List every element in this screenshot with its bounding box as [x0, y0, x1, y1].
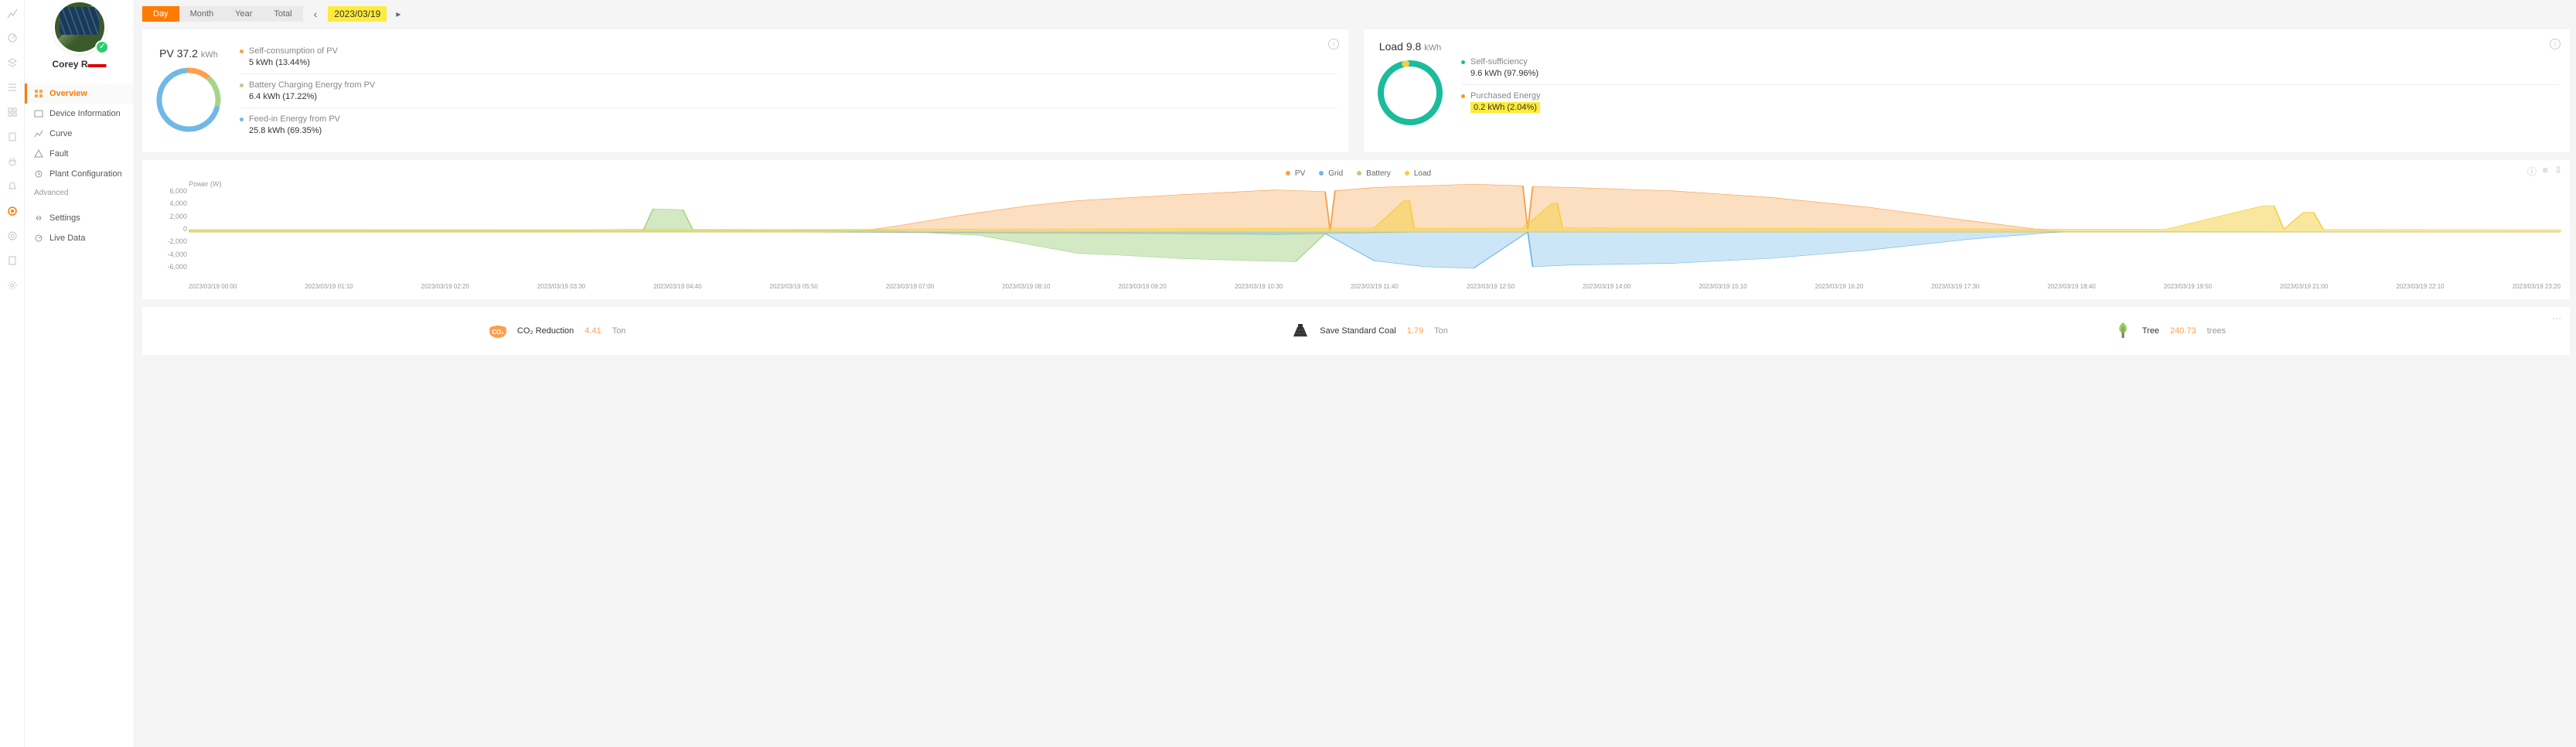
rail-grid-icon[interactable]	[7, 107, 18, 118]
chart-menu-icon[interactable]: ≡	[2543, 165, 2548, 178]
chart-export-icon[interactable]: ⇩	[2554, 165, 2562, 178]
info-icon[interactable]: i	[2550, 39, 2561, 49]
time-tab-year[interactable]: Year	[224, 6, 263, 22]
coal-icon	[1289, 319, 1312, 343]
rail-gauge-icon[interactable]	[7, 32, 18, 43]
main-content: DayMonthYearTotal ‹ 2023/03/19 ▸ i PV 37…	[135, 0, 2576, 747]
legend-item[interactable]: Battery	[1352, 169, 1391, 178]
pv-card: i PV 37.2 kWh Self-consumption of PV5 kW…	[142, 29, 1348, 152]
load-title: Load 9.8 kWh	[1375, 40, 1446, 53]
chart-legend: PV Grid Battery Load	[152, 169, 2561, 178]
env-card: ⋯ CO₂CO₂ Reduction4.41Ton Save Standard C…	[142, 307, 2570, 355]
date-display[interactable]: 2023/03/19	[328, 6, 387, 22]
rail-target-icon[interactable]	[7, 230, 18, 241]
rail-clip-icon[interactable]	[7, 131, 18, 142]
power-chart-card: ⓘ ≡ ⇩ PV Grid Battery Load Power (W) 6,0004…	[142, 160, 2570, 299]
sidebar: Corey R▬▬ OverviewDevice InformationCurv…	[25, 0, 135, 747]
nav-item-curve[interactable]: Curve	[25, 124, 134, 144]
pv-donut-chart	[153, 64, 224, 135]
icon-rail	[0, 0, 25, 747]
y-axis-label: Power (W)	[189, 180, 222, 188]
chart-area: Power (W) 6,0004,0002,0000-2,000-4,000-6…	[152, 182, 2561, 281]
rail-active-icon[interactable]	[7, 206, 18, 217]
rail-layers-icon[interactable]	[7, 57, 18, 68]
stat-row: Feed-in Energy from PV25.8 kWh (69.35%)	[240, 108, 1337, 142]
rail-list-icon[interactable]	[7, 82, 18, 93]
time-tab-day[interactable]: Day	[142, 6, 179, 22]
stat-row: Battery Charging Energy from PV6.4 kWh (…	[240, 74, 1337, 108]
time-tabs: DayMonthYearTotal	[142, 6, 303, 22]
svg-text:CO₂: CO₂	[492, 329, 504, 336]
nav-item-device-information[interactable]: Device Information	[25, 104, 134, 124]
time-bar: DayMonthYearTotal ‹ 2023/03/19 ▸	[142, 6, 2570, 22]
rail-bell-icon[interactable]	[7, 181, 18, 192]
load-card: i Load 9.8 kWh Self-sufficiency9.6 kWh (…	[1364, 29, 2570, 152]
status-badge	[95, 40, 109, 54]
nav: OverviewDevice InformationCurveFaultPlan…	[25, 84, 134, 184]
chart-toolbar: ⓘ ≡ ⇩	[2527, 165, 2562, 178]
date-dropdown-icon[interactable]: ▸	[391, 9, 405, 19]
profile-block: Corey R▬▬	[25, 0, 134, 77]
chart-info-icon[interactable]: ⓘ	[2527, 165, 2537, 178]
rail-chart-icon[interactable]	[7, 8, 18, 19]
time-tab-total[interactable]: Total	[263, 6, 302, 22]
rail-plug-icon[interactable]	[7, 156, 18, 167]
nav-item-live-data[interactable]: Live Data	[25, 228, 134, 248]
pv-title: PV 37.2 kWh	[153, 47, 224, 60]
time-tab-month[interactable]: Month	[179, 6, 225, 22]
stat-row: Self-consumption of PV5 kWh (13.44%)	[240, 40, 1337, 74]
nav-item-overview[interactable]: Overview	[25, 84, 134, 104]
legend-item[interactable]: PV	[1281, 169, 1305, 178]
legend-item[interactable]: Grid	[1314, 169, 1343, 178]
username: Corey R▬▬	[25, 59, 134, 70]
rail-doc-icon[interactable]	[7, 255, 18, 266]
nav-item-plant-configuration[interactable]: Plant Configuration	[25, 164, 134, 184]
y-ticks: 6,0004,0002,0000-2,000-4,000-6,000	[152, 187, 187, 271]
power-chart	[152, 182, 2561, 281]
x-ticks: 2023/03/19 00:002023/03/19 01:102023/03/…	[152, 283, 2561, 290]
legend-item[interactable]: Load	[1400, 169, 1431, 178]
tree-icon	[2111, 319, 2135, 343]
co2-icon: CO₂	[486, 319, 509, 343]
stat-row: Purchased Energy0.2 kWh (2.04%)	[1461, 85, 2559, 118]
nav-item-fault[interactable]: Fault	[25, 144, 134, 164]
date-prev-button[interactable]: ‹	[308, 8, 324, 20]
more-icon[interactable]: ⋯	[2552, 313, 2562, 324]
nav-section-label: Advanced	[25, 184, 134, 202]
env-item-tree: Tree240.73trees	[2111, 319, 2226, 343]
env-item-co2: CO₂CO₂ Reduction4.41Ton	[486, 319, 626, 343]
load-donut-chart	[1375, 57, 1446, 128]
rail-gear-icon[interactable]	[7, 280, 18, 291]
nav-item-settings[interactable]: Settings	[25, 208, 134, 228]
stat-row: Self-sufficiency9.6 kWh (97.96%)	[1461, 51, 2559, 85]
nav-advanced: SettingsLive Data	[25, 208, 134, 248]
env-item-coal: Save Standard Coal1.79Ton	[1289, 319, 1448, 343]
